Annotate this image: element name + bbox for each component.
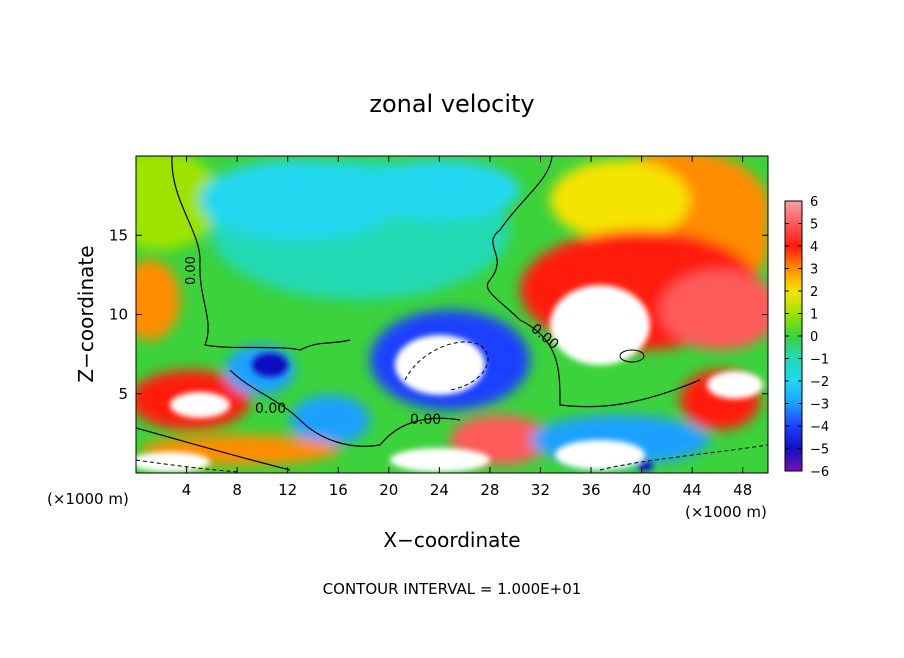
colorbar-tick-label: −4 [810,420,829,435]
colorbar-tick-label: 4 [810,240,818,255]
y-axis-label: Z−coordinate [74,245,98,382]
x-axis: 4 8 12 16 20 24 28 32 36 40 44 48 [182,156,752,499]
x-tick-label: 20 [379,481,398,499]
field-saturated-regions [136,285,763,472]
colorbar-tick-label: −1 [810,353,829,368]
colorbar-tick-label: 5 [810,218,818,233]
colorbar-tick-label: 6 [810,195,818,210]
x-tick-label: 44 [683,481,702,499]
x-axis-label: X−coordinate [383,528,520,552]
colorbar-tick-label: 0 [810,330,818,345]
contour-lines [136,156,701,471]
y-tick-label: 5 [118,385,128,403]
velocity-field [136,156,768,473]
x-tick-label: 40 [632,481,651,499]
colorbar-tick-label: 1 [810,308,818,323]
x-tick-label: 16 [329,481,348,499]
contour-interval-note: CONTOUR INTERVAL = 1.000E+01 [323,580,582,598]
contour-label: 0.00 [410,412,441,428]
contour-label: 0.00 [255,401,286,417]
negative-contours [136,341,768,473]
x-tick-label: 36 [581,481,600,499]
y-axis: 5 10 15 [109,226,768,403]
x-tick-label: 4 [182,481,192,499]
x-unit-left: (×1000 m) [47,490,129,508]
x-tick-label: 28 [480,481,499,499]
contour-label: 0.00 [184,256,199,285]
colorbar-tick-label: −5 [810,443,829,458]
colorbar-tick-label: 3 [810,263,818,278]
colorbar-tick-label: 2 [810,285,818,300]
x-tick-label: 24 [430,481,449,499]
y-tick-label: 15 [109,226,128,244]
colorbar-tick-label: −2 [810,375,829,390]
x-tick-label: 8 [232,481,242,499]
contour-ellipse [619,349,645,363]
colorbar: 6 5 4 3 2 1 0 −1 −2 −3 −4 −5 −6 [784,195,829,480]
colorbar-tick-label: −3 [810,398,829,413]
chart-title: zonal velocity [369,90,534,118]
x-unit-right: (×1000 m) [685,503,767,521]
x-tick-label: 12 [278,481,297,499]
x-tick-label: 48 [733,481,752,499]
colorbar-tick-label: −6 [810,465,829,480]
x-tick-label: 32 [531,481,550,499]
y-tick-label: 10 [109,306,128,324]
